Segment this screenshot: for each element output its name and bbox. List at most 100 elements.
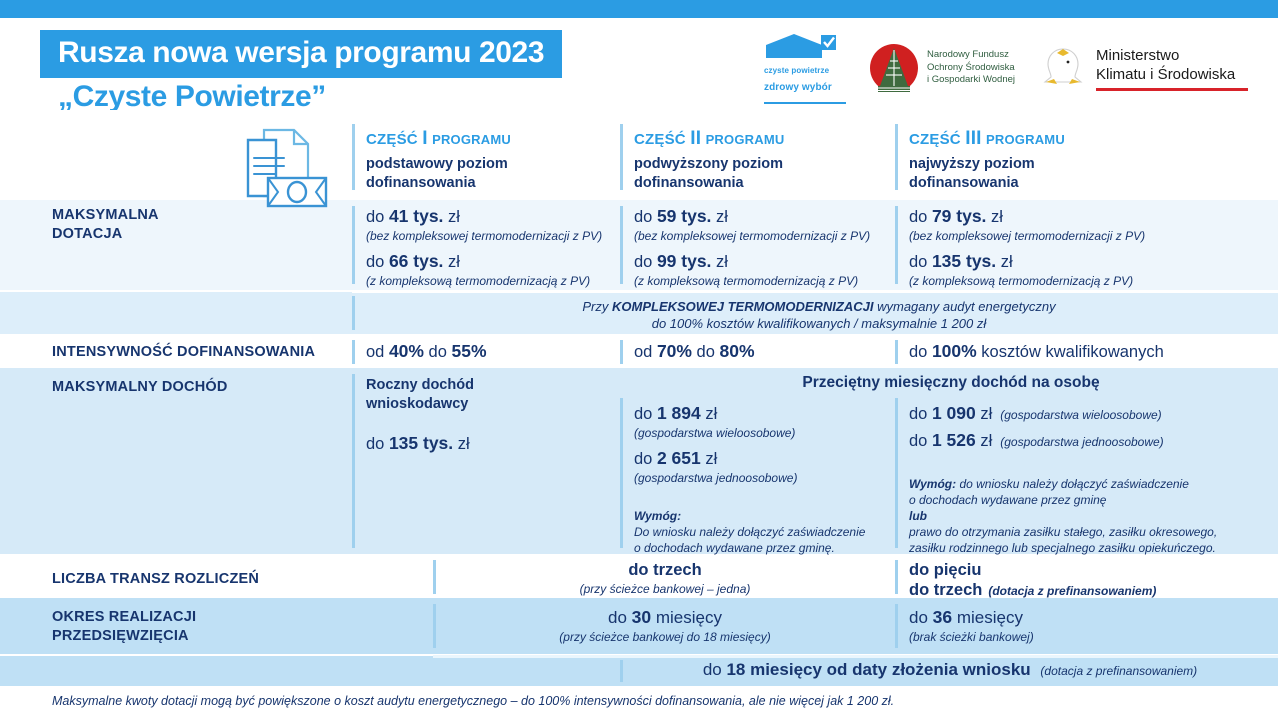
row-label-period-line2: PRZEDSIĘWZIĘCIA — [52, 628, 189, 644]
logo-nfos-line3: i Gospodarki Wodnej — [926, 74, 1015, 86]
max-income-c2-req-line1: Do wniosku należy dołączyć zaświadczenie — [634, 525, 866, 539]
period-c12-value: do 30 miesięcy — [445, 606, 885, 629]
page-title-bar: Rusza nowa wersja programu 2023 — [40, 30, 563, 78]
row-label-tranches: LICZBA TRANSZ ROZLICZEŃ — [52, 571, 260, 587]
intensity-col-1: od 40% do 55% — [366, 340, 487, 363]
max-grant-c2-b: do 99 tys. zł — [634, 250, 889, 273]
row-label-max-grant-line2: DOTACJA — [52, 226, 123, 242]
logo-nfos-line1: Narodowy Fundusz — [926, 49, 1009, 61]
intensity-c2-num: 80% — [719, 341, 755, 361]
column-2-kicker-pre: CZĘŚĆ — [634, 131, 686, 148]
logo-nfosigw: Narodowy Fundusz Ochrony Środowiska i Go… — [868, 42, 1015, 94]
max-income-c1-title-line1: Roczny dochód — [366, 377, 474, 393]
max-grant-c1-b-pre: do — [366, 253, 389, 271]
max-income-c2-a: do 1 894 zł — [634, 402, 884, 425]
top-accent-strip — [0, 0, 1278, 18]
tranches-col-12: do trzech (przy ścieżce bankowej – jedna… — [445, 560, 885, 597]
period-c3-pre: do — [909, 608, 933, 627]
column-rule-1-period — [433, 604, 436, 648]
column-rule-1-header — [352, 124, 355, 190]
max-grant-c1-b-post: zł — [443, 253, 460, 271]
column-1-subtitle-line2: dofinansowania — [366, 175, 476, 191]
max-grant-c3-a-num: 79 tys. — [931, 206, 987, 226]
nfos-tree-emblem-icon — [869, 44, 918, 92]
column-rule-audit — [352, 296, 355, 330]
max-grant-c3-a: do 79 tys. zł — [909, 205, 1209, 228]
max-income-c3-b: do 1 526 zł (gospodarstwa jednoosobowe) — [909, 429, 1275, 452]
intensity-c3-post: kosztów kwalifikowanych — [976, 343, 1164, 361]
band-audit — [0, 292, 1278, 334]
column-rule-3-tranches — [895, 560, 898, 594]
max-grant-c1-b-num: 66 tys. — [388, 251, 444, 271]
column-rule-1-grant — [352, 206, 355, 284]
column-rule-1-tranches — [433, 560, 436, 594]
logo-ministry-text: Ministerstwo Klimatu i Środowiska — [1096, 46, 1248, 91]
page-title-line2: „Czyste Powietrze” — [58, 80, 326, 113]
max-income-col-3: do 1 090 zł (gospodarstwa wieloosobowe) d… — [909, 402, 1275, 556]
max-income-c3-a-pre: do — [909, 405, 932, 423]
max-income-c2-req-line2: o dochodach wydawane przez gminę. — [634, 541, 835, 555]
logo-ministry: Ministerstwo Klimatu i Środowiska — [1037, 42, 1248, 94]
column-2-subtitle: podwyższony poziom dofinansowania — [634, 155, 886, 193]
intensity-c2-mid: 70% — [656, 341, 692, 361]
column-3-subtitle-line1: najwyższy poziom — [909, 156, 1035, 172]
max-income-group-title: Przeciętny miesięczny dochód na osobę — [624, 374, 1278, 392]
max-income-c3-b-pre: do — [909, 432, 932, 450]
period-c3-value: do 36 miesięcy — [909, 606, 1269, 629]
max-income-c3-req-line1: Wymóg: do wniosku należy dołączyć zaświa… — [909, 476, 1275, 492]
max-grant-c3-b-post: zł — [996, 253, 1013, 271]
band-period-banner — [0, 656, 1278, 686]
max-income-c3-a-note: (gospodarstwa wieloosobowe) — [1000, 408, 1162, 422]
intensity-c1-pre: od — [366, 343, 389, 361]
column-2-kicker: CZĘŚĆ II PROGRAMU — [634, 128, 886, 150]
house-checkmark-icon — [765, 33, 836, 58]
row-label-intensity: INTENSYWNOŚĆ DOFINANSOWANIA — [52, 344, 316, 360]
max-grant-c3-a-post: zł — [986, 208, 1003, 226]
column-header-2: CZĘŚĆ II PROGRAMU podwyższony poziom dof… — [634, 128, 886, 193]
period-banner: do 18 miesięcy od daty złożenia wniosku … — [630, 660, 1270, 680]
max-grant-col-3: do 79 tys. zł (bez kompleksowej termomod… — [909, 205, 1209, 289]
max-grant-c3-b-pre: do — [909, 253, 932, 271]
period-c12-note: (przy ścieżce bankowej do 18 miesięcy) — [559, 630, 771, 644]
intensity-c3-num: 100% — [931, 341, 977, 361]
max-income-c3-req-line3: prawo do otrzymania zasiłku stałego, zas… — [909, 525, 1218, 539]
max-income-c3-req-label: Wymóg: — [909, 477, 957, 491]
column-rule-3-period — [895, 604, 898, 648]
page-title-line1: Rusza nowa wersja programu 2023 — [58, 36, 545, 69]
band-max-income — [0, 368, 1278, 554]
max-income-c3-b-post: zł — [975, 432, 993, 450]
column-3-kicker-roman: III — [965, 128, 982, 149]
logo-group: czyste powietrze zdrowy wybór — [753, 32, 1258, 104]
intensity-c1-value: od 40% do 55% — [366, 340, 487, 363]
column-rule-3-income — [895, 398, 898, 548]
header: Rusza nowa wersja programu 2023 „Czyste … — [0, 18, 1278, 113]
period-banner-post: miesięcy od daty złożenia wniosku — [745, 660, 1031, 679]
max-income-c3-req-line4: zasiłku rodzinnego lub specjalnego zasił… — [909, 541, 1216, 555]
max-income-c2-b-num: 2 651 — [656, 448, 701, 468]
max-grant-c1-a-num: 41 tys. — [388, 206, 444, 226]
column-rule-2-header — [620, 124, 623, 190]
period-c3-num: 36 — [932, 607, 953, 627]
column-rule-1-intensity — [352, 340, 355, 364]
tranches-col-3: do pięciu do trzech (dotacja z prefinanso… — [909, 560, 1269, 600]
column-3-subtitle-line2: dofinansowania — [909, 175, 1019, 191]
max-income-c2-b: do 2 651 zł — [634, 447, 884, 470]
divider-above-audit — [352, 291, 1278, 293]
max-income-c3-req-line2: o dochodach wydawane przez gminę — [909, 493, 1107, 507]
tranches-c3-main2: do trzech — [909, 581, 983, 599]
period-banner-main: do 18 miesięcy od daty złożenia wniosku — [703, 660, 1036, 679]
document-money-icon — [246, 128, 328, 208]
column-1-kicker: CZĘŚĆ I PROGRAMU — [366, 128, 612, 150]
column-rule-2-income — [620, 398, 623, 548]
period-c12-post: miesięcy — [651, 608, 722, 627]
logo-cp-line2: zdrowy wybór — [763, 81, 832, 93]
tranches-c3-note2: (dotacja z prefinansowaniem) — [988, 584, 1157, 598]
audit-banner-line1: Przy KOMPLEKSOWEJ TERMOMODERNIZACJI wyma… — [360, 298, 1278, 315]
footnote: Maksymalne kwoty dotacji mogą być powięk… — [52, 694, 895, 708]
max-income-c3-a: do 1 090 zł (gospodarstwa wieloosobowe) — [909, 402, 1275, 425]
period-c12-num: 30 — [631, 607, 652, 627]
tranches-c12-main: do trzech — [628, 561, 702, 579]
max-grant-c3-a-pre: do — [909, 208, 932, 226]
max-grant-c3-b: do 135 tys. zł — [909, 250, 1209, 273]
logo-ministry-line1: Ministerstwo — [1096, 46, 1180, 64]
